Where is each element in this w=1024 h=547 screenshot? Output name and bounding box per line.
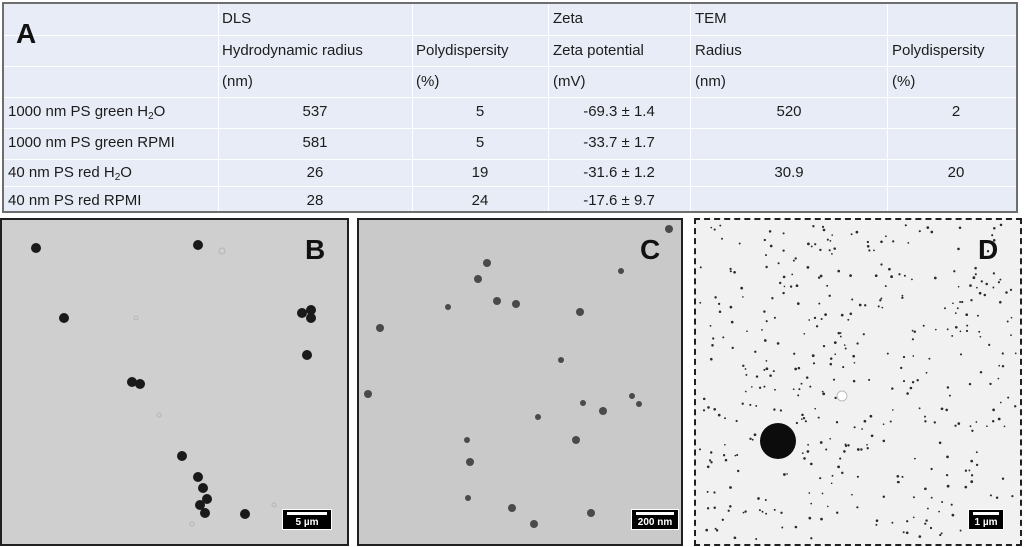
cell-zeta: -31.6 ± 1.2 xyxy=(583,164,655,181)
col-header-hydrodynamic-radius: Hydrodynamic radius xyxy=(222,42,363,59)
cell-radius: 30.9 xyxy=(774,164,804,181)
particles-b xyxy=(31,240,316,527)
tem-image-c: C 200 nm xyxy=(357,218,683,546)
cell-poly-dls: 24 xyxy=(471,192,489,209)
properties-table: A DLS Zeta TEM Hydrodynamic radius Polyd… xyxy=(2,2,1018,213)
particles-d xyxy=(698,223,1017,540)
table-divider xyxy=(4,66,1016,67)
panel-label-a: A xyxy=(16,18,37,49)
cell-poly-dls: 5 xyxy=(475,103,485,120)
scale-bar-d: 1 µm xyxy=(968,509,1004,530)
row-label: 1000 nm PS green RPMI xyxy=(8,134,175,151)
panel-label-b: B xyxy=(305,234,326,265)
row-label: 40 nm PS red H2O xyxy=(8,164,132,183)
unit-poly-tem: (%) xyxy=(892,73,916,90)
cell-poly-dls: 19 xyxy=(471,164,489,181)
tem-image-b: B 5 µm xyxy=(0,218,349,546)
table-divider xyxy=(412,4,413,211)
cell-radius: 520 xyxy=(776,103,802,120)
scale-bar-b: 5 µm xyxy=(282,509,332,530)
table-divider xyxy=(4,159,1016,160)
row-label: 40 nm PS red RPMI xyxy=(8,192,142,209)
cell-hydro: 26 xyxy=(306,164,324,181)
tem-image-d: D 1 µm xyxy=(694,218,1022,546)
table-divider xyxy=(218,4,219,211)
table-divider xyxy=(4,128,1016,129)
cell-poly-tem: 2 xyxy=(951,103,961,120)
unit-zeta: (mV) xyxy=(553,73,586,90)
table-divider xyxy=(690,4,691,211)
cell-zeta: -33.7 ± 1.7 xyxy=(583,134,655,151)
cell-zeta: -17.6 ± 9.7 xyxy=(583,192,655,209)
col-header-polydispersity-tem: Polydispersity xyxy=(892,42,985,59)
unit-radius: (nm) xyxy=(695,73,726,90)
cell-poly-dls: 5 xyxy=(475,134,485,151)
panel-label-c: C xyxy=(640,234,661,265)
col-header-radius: Radius xyxy=(695,42,742,59)
particles-c xyxy=(364,225,673,528)
cell-hydro: 28 xyxy=(306,192,324,209)
panel-label-d: D xyxy=(978,234,999,265)
header-tem: TEM xyxy=(695,10,727,27)
cell-zeta: -69.3 ± 1.4 xyxy=(583,103,655,120)
row-label: 1000 nm PS green H2O xyxy=(8,103,166,122)
cell-poly-tem: 20 xyxy=(947,164,965,181)
cell-hydro: 581 xyxy=(302,134,328,151)
scale-bar-c: 200 nm xyxy=(631,509,679,530)
table-divider xyxy=(548,4,549,211)
unit-hydro: (nm) xyxy=(222,73,253,90)
header-dls: DLS xyxy=(222,10,252,27)
table-divider xyxy=(4,97,1016,98)
cell-hydro: 537 xyxy=(302,103,328,120)
header-zeta: Zeta xyxy=(553,10,584,27)
col-header-zeta-potential: Zeta potential xyxy=(553,42,644,59)
col-header-polydispersity-dls: Polydispersity xyxy=(416,42,509,59)
table-divider xyxy=(4,186,1016,187)
table-divider xyxy=(4,35,1016,36)
table-divider xyxy=(887,4,888,211)
unit-poly-dls: (%) xyxy=(416,73,440,90)
